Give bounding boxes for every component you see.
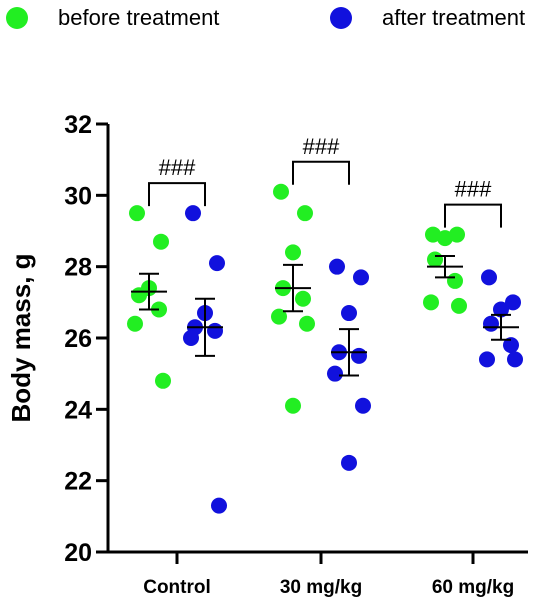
legend-label-after: after treatment bbox=[382, 5, 526, 30]
data-point bbox=[273, 183, 289, 200]
significance-bracket bbox=[148, 182, 206, 207]
data-point bbox=[447, 272, 463, 289]
significance-bracket bbox=[444, 203, 502, 228]
significance-bracket bbox=[292, 160, 350, 185]
data-point bbox=[503, 337, 519, 354]
data-point bbox=[295, 290, 311, 307]
significance-label: ### bbox=[159, 155, 196, 180]
y-tick-label: 20 bbox=[64, 539, 92, 567]
data-point bbox=[153, 233, 169, 250]
data-point bbox=[505, 294, 521, 311]
data-point bbox=[285, 397, 301, 414]
data-point bbox=[423, 294, 439, 311]
data-point bbox=[211, 497, 227, 514]
x-tick-label: 60 mg/kg bbox=[432, 577, 514, 598]
y-tick-label: 28 bbox=[64, 254, 92, 282]
legend-item-before: before treatment bbox=[6, 4, 219, 32]
data-point bbox=[437, 230, 453, 247]
data-point bbox=[297, 205, 313, 222]
data-point bbox=[155, 372, 171, 389]
data-point bbox=[451, 297, 467, 314]
data-point bbox=[483, 315, 499, 332]
data-point bbox=[427, 251, 443, 268]
data-point bbox=[209, 255, 225, 272]
legend-item-after: after treatment bbox=[330, 4, 525, 32]
data-point bbox=[479, 351, 495, 368]
data-point bbox=[127, 315, 143, 332]
data-point bbox=[351, 347, 367, 364]
data-point bbox=[329, 258, 345, 275]
data-point bbox=[493, 301, 509, 318]
data-point bbox=[285, 244, 301, 261]
data-point bbox=[271, 308, 287, 325]
data-point bbox=[327, 365, 343, 382]
data-point bbox=[425, 226, 441, 243]
data-point bbox=[183, 330, 199, 346]
y-tick-label: 22 bbox=[64, 468, 92, 496]
y-tick-label: 26 bbox=[64, 325, 92, 353]
y-tick-label: 32 bbox=[64, 111, 92, 139]
data-point bbox=[355, 397, 371, 414]
data-point bbox=[353, 269, 369, 286]
legend: before treatment after treatment bbox=[0, 0, 550, 40]
data-point bbox=[507, 351, 523, 368]
legend-marker-after bbox=[330, 7, 352, 29]
data-point bbox=[299, 315, 315, 332]
data-point bbox=[185, 205, 201, 222]
legend-label-before: before treatment bbox=[58, 5, 220, 30]
y-tick-label: 30 bbox=[64, 182, 92, 210]
significance-label: ### bbox=[455, 177, 492, 202]
y-tick-label: 24 bbox=[64, 396, 92, 424]
data-point bbox=[207, 322, 223, 339]
data-point bbox=[341, 454, 357, 471]
data-point bbox=[131, 287, 147, 304]
legend-marker-before bbox=[6, 7, 28, 29]
x-tick-label: 30 mg/kg bbox=[280, 577, 362, 598]
y-axis-label: Body mass, g bbox=[6, 253, 36, 422]
data-point bbox=[129, 205, 145, 222]
x-tick-label: Control bbox=[143, 577, 211, 598]
data-point bbox=[481, 269, 497, 286]
significance-label: ### bbox=[303, 134, 340, 159]
data-point bbox=[449, 226, 465, 243]
data-point bbox=[341, 305, 357, 322]
